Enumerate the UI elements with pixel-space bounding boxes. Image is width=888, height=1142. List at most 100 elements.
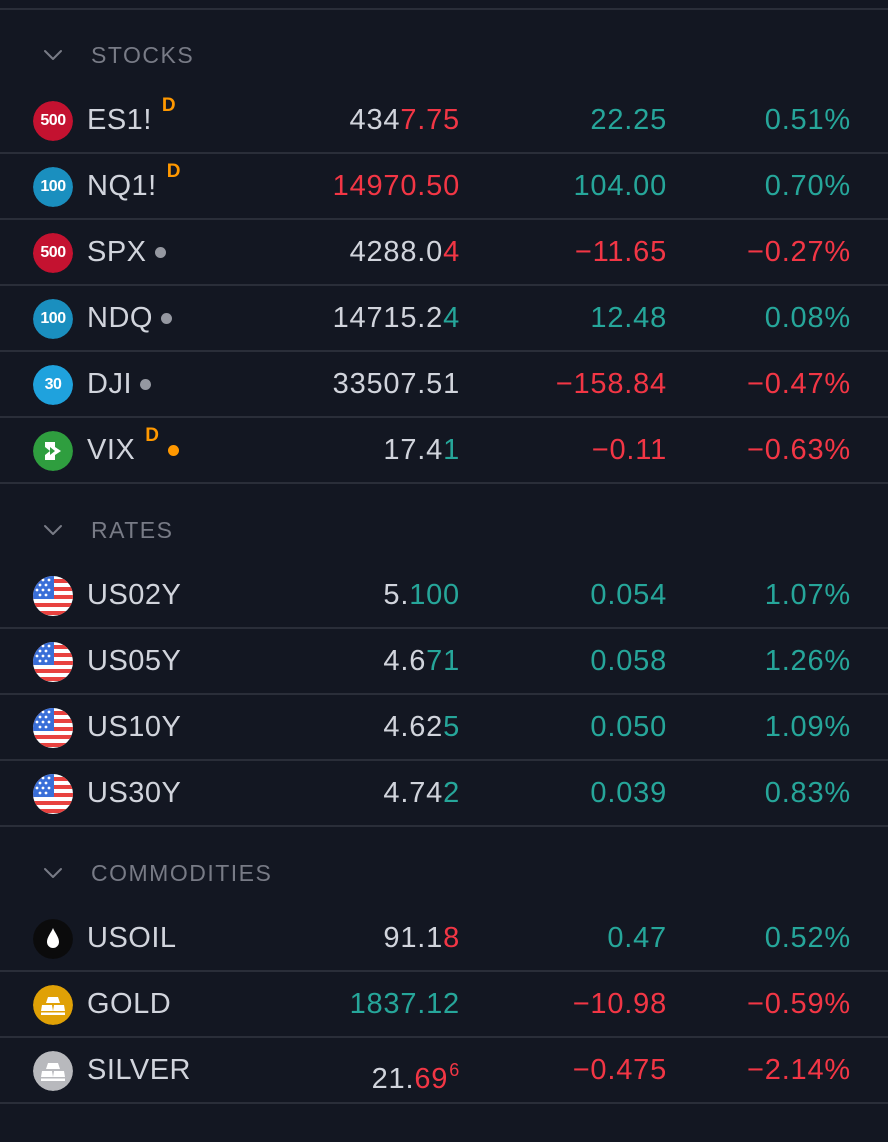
chevron-down-icon[interactable] (40, 518, 66, 542)
delayed-data-badge[interactable]: D (166, 161, 181, 182)
market-status-dot[interactable] (154, 246, 166, 258)
last-price-part: 5 (443, 711, 460, 743)
section-header-rates[interactable]: RATES (0, 500, 888, 560)
us-flag-icon (33, 774, 73, 814)
delayed-data-badge[interactable]: D (161, 95, 176, 116)
chevron-down-icon[interactable] (40, 861, 66, 885)
last-price-part: 17.4 (383, 434, 444, 466)
price-change-percent: 0.52% (764, 922, 851, 954)
market-status-dot[interactable] (160, 312, 172, 324)
price-change-percent: 1.07% (764, 579, 851, 611)
oil-drop-icon (33, 919, 73, 959)
price-change: 0.039 (590, 777, 667, 809)
market-status-dot[interactable] (140, 378, 151, 390)
delayed-data-badge[interactable]: D (145, 425, 159, 446)
last-price-part: 434 (349, 104, 401, 136)
watchlist-row-spx[interactable]: 500 SPX 4288.04 −11.65 −0.27% (0, 220, 888, 286)
symbol-cell: SPX (87, 220, 166, 284)
symbol-cell: VIX D (87, 418, 179, 482)
last-price-part: 4.62 (383, 711, 444, 743)
price-change-percent: 0.51% (764, 104, 851, 136)
last-price: 14715.24 (333, 286, 460, 350)
last-price-part: 6 (449, 1060, 460, 1080)
symbol-label[interactable]: US05Y (87, 644, 182, 677)
symbol-label[interactable]: NQ1! (87, 169, 157, 202)
watchlist-row-vix[interactable]: VIX D 17.41 −0.11 −0.63% (0, 418, 888, 484)
watchlist-row-es1[interactable]: 500 ES1! D 4347.75 22.25 0.51% (0, 88, 888, 154)
logo-badge-text: 500 (40, 244, 66, 261)
market-status-dot[interactable] (167, 444, 179, 456)
price-change: −10.98 (572, 988, 667, 1020)
symbol-cell: US30Y (87, 761, 181, 825)
sp500-icon: 500 (33, 101, 73, 141)
us-flag-icon (33, 708, 73, 748)
watchlist-row-us30y[interactable]: US30Y 4.742 0.039 0.83% (0, 761, 888, 827)
last-price: 4288.04 (350, 220, 460, 284)
symbol-label[interactable]: US30Y (87, 776, 182, 809)
price-change: 12.48 (590, 302, 667, 334)
symbol-label[interactable]: US02Y (87, 578, 182, 611)
price-change-percent: −0.27% (747, 236, 851, 268)
symbol-label[interactable]: USOIL (87, 921, 177, 954)
last-price: 91.18 (383, 906, 460, 970)
logo-badge-text: 500 (40, 112, 66, 129)
watchlist-row-nq1[interactable]: 100 NQ1! D 14970.50 104.00 0.70% (0, 154, 888, 220)
price-change-percent: −2.14% (747, 1054, 851, 1086)
price-change: 104.00 (573, 170, 667, 202)
last-price-part: 100 (409, 579, 460, 611)
symbol-label[interactable]: NDQ (87, 301, 153, 334)
nasdaq100-icon: 100 (33, 299, 73, 339)
logo-badge-text: 100 (40, 178, 66, 195)
nasdaq100-icon: 100 (33, 167, 73, 207)
symbol-cell: SILVER (87, 1038, 191, 1102)
watchlist-row-usoil[interactable]: USOIL 91.18 0.47 0.52% (0, 906, 888, 972)
symbol-label[interactable]: VIX (87, 433, 136, 466)
watchlist-row-us05y[interactable]: US05Y 4.671 0.058 1.26% (0, 629, 888, 695)
watchlist-row-silver[interactable]: SILVER 21.696 −0.475 −2.14% (0, 1038, 888, 1104)
symbol-label[interactable]: ES1! (87, 103, 152, 136)
last-price: 4.671 (383, 629, 460, 693)
watchlist-row-dji[interactable]: 30 DJI 33507.51 −158.84 −0.47% (0, 352, 888, 418)
price-change-percent: 0.83% (764, 777, 851, 809)
watchlist-row-ndq[interactable]: 100 NDQ 14715.24 12.48 0.08% (0, 286, 888, 352)
last-price-part: 4 (443, 302, 460, 334)
symbol-cell: DJI (87, 352, 151, 416)
section-title: COMMODITIES (91, 860, 273, 886)
top-divider (0, 8, 888, 10)
symbol-cell: NDQ (87, 286, 172, 350)
symbol-label[interactable]: DJI (87, 367, 132, 400)
section-title: RATES (91, 517, 174, 543)
symbol-label[interactable]: GOLD (87, 987, 172, 1020)
last-price-part: 1 (443, 434, 460, 466)
price-change: 0.058 (590, 645, 667, 677)
section-title: STOCKS (91, 42, 195, 68)
price-change: −0.475 (572, 1054, 667, 1086)
symbol-label[interactable]: US10Y (87, 710, 182, 743)
symbol-cell: NQ1! D (87, 154, 180, 218)
last-price-part: 4.74 (383, 777, 444, 809)
symbol-label[interactable]: SILVER (87, 1053, 192, 1086)
symbol-cell: US05Y (87, 629, 181, 693)
watchlist-row-us10y[interactable]: US10Y 4.625 0.050 1.09% (0, 695, 888, 761)
last-price-part: 8 (443, 922, 460, 954)
watchlist-row-gold[interactable]: GOLD 1837.12 −10.98 −0.59% (0, 972, 888, 1038)
price-change-percent: 1.26% (764, 645, 851, 677)
price-change: −158.84 (555, 368, 667, 400)
last-price-part: 4 (443, 236, 460, 268)
last-price: 21.696 (372, 1038, 460, 1102)
section-header-commodities[interactable]: COMMODITIES (0, 843, 888, 903)
last-price-part: 71 (426, 645, 460, 677)
chevron-down-icon[interactable] (40, 43, 66, 67)
price-change: 0.050 (590, 711, 667, 743)
section-header-stocks[interactable]: STOCKS (0, 25, 888, 85)
last-price-part: 2 (443, 777, 460, 809)
us-flag-icon (33, 642, 73, 682)
symbol-label[interactable]: SPX (87, 235, 147, 268)
last-price: 17.41 (383, 418, 460, 482)
watchlist-row-us02y[interactable]: US02Y 5.100 0.054 1.07% (0, 563, 888, 629)
price-change: 22.25 (590, 104, 667, 136)
last-price: 14970.50 (333, 154, 460, 218)
last-price-part: 1837.12 (349, 988, 460, 1020)
last-price: 4.742 (383, 761, 460, 825)
symbol-cell: US10Y (87, 695, 181, 759)
